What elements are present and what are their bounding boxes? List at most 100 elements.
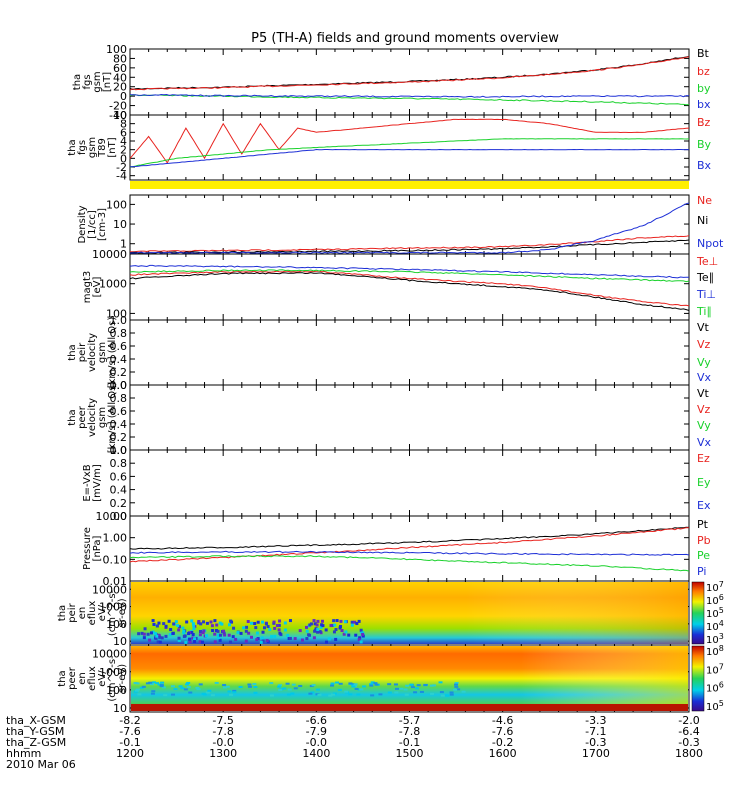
panel2-ytick-label: 6 <box>120 126 127 139</box>
panel2-ytick-label: -4 <box>116 170 127 183</box>
panel9-speckle <box>288 619 292 623</box>
panel9-speckle <box>188 640 192 644</box>
panel10-speckle <box>453 688 458 691</box>
panel9-speckle <box>168 633 172 637</box>
panel9-speckle <box>155 634 159 638</box>
panel9-speckle <box>193 637 197 641</box>
panel10-speckle <box>159 685 164 688</box>
panel10-speckle <box>419 690 424 693</box>
panel8-series-1 <box>129 527 690 563</box>
panel10-speckle <box>227 690 232 693</box>
panel9-speckle <box>277 628 281 632</box>
panel3-ytick-label: 100 <box>106 198 127 211</box>
panel10-speckle <box>252 683 257 686</box>
panel10-speckle <box>133 682 138 685</box>
panel1-ytick-label: 20 <box>113 81 127 94</box>
panel10-speckle <box>148 681 153 684</box>
panel10-speckle <box>370 694 375 697</box>
panel9-speckle <box>254 626 258 630</box>
panel10-speckle <box>149 683 154 686</box>
panel9-speckle <box>191 636 195 640</box>
panel9-colorbar-tick: 103 <box>706 632 724 646</box>
panel4-ytick-label: 100 <box>106 307 127 320</box>
panel10-speckle <box>362 685 367 688</box>
panel10-speckle <box>247 685 252 688</box>
panel6-ylabel-line: [km/s] (All Qs) <box>107 382 118 454</box>
panel10-speckle <box>137 693 142 696</box>
panel10-speckle <box>330 684 335 687</box>
panel7-ytick-label: 0.6 <box>110 470 128 483</box>
panel10-speckle <box>222 686 227 689</box>
panel9-speckle <box>316 630 320 634</box>
panel10-speckle <box>404 693 409 696</box>
panel9-speckle <box>339 625 343 629</box>
panel9-speckle <box>190 619 194 623</box>
panel10-speckle <box>456 688 461 691</box>
panel9-speckle <box>250 621 254 625</box>
panel9-ytick-label: 1000 <box>99 601 127 614</box>
panel7-ytick-label: 0.4 <box>110 484 128 497</box>
panel1-legend-3: bx <box>697 98 711 111</box>
panel9-speckle <box>361 632 365 636</box>
panel3-ytick-label: 10 <box>113 218 127 231</box>
panel6-legend-1: Vz <box>697 403 711 416</box>
panel9-speckle <box>160 636 164 640</box>
panel5-legend-0: Vt <box>697 321 710 334</box>
panel5-ytick-label: 0.4 <box>110 353 128 366</box>
panel7-ylabel-line: E=-VxB <box>82 464 93 501</box>
panel9-speckle <box>187 632 191 636</box>
panel9-speckle <box>202 620 206 624</box>
panel9-speckle <box>177 638 181 642</box>
panel9-speckle <box>305 637 309 641</box>
panel10-speckle <box>337 688 342 691</box>
panel9-colorbar-tick: 107 <box>706 580 724 594</box>
panel10-speckle <box>348 693 353 696</box>
panel6-legend-0: Vt <box>697 387 710 400</box>
panel10-speckle <box>293 687 298 690</box>
panel3-ylabel-line: Density <box>77 205 88 243</box>
panel9-speckle <box>332 619 336 623</box>
panel9-speckle <box>209 620 213 624</box>
panel10-speckle <box>157 683 162 686</box>
panel10-speckle <box>413 691 418 694</box>
panel1-legend-0: Bt <box>697 47 710 60</box>
panel9-speckle <box>353 620 357 624</box>
panel6-ytick-label: 0.0 <box>110 444 128 457</box>
xaxis-value: -7.6 <box>492 725 513 738</box>
panel9-speckle <box>222 631 226 635</box>
panel10-speckle <box>198 683 203 686</box>
panel8-ytick-label: 0.01 <box>103 575 128 588</box>
panel8-series-3 <box>129 550 690 556</box>
xaxis-value: -7.1 <box>585 725 606 738</box>
panel9-speckle <box>312 619 316 623</box>
panel9-speckle <box>256 620 260 624</box>
panel9-speckle <box>198 629 202 633</box>
panel9-speckle <box>265 639 269 643</box>
panel7-ytick-label: 0.0 <box>110 510 128 523</box>
panel9-speckle <box>200 640 204 644</box>
panel9-ylabel-line: sr-eV) <box>117 598 128 627</box>
panel9-speckle <box>198 640 202 644</box>
xaxis-date: 2010 Mar 06 <box>6 758 76 771</box>
panel10-speckle <box>232 691 237 694</box>
panel9-speckle <box>202 629 206 633</box>
panel10-speckle <box>151 681 156 684</box>
panel9-speckle <box>148 638 152 642</box>
panel9-speckle <box>245 625 249 629</box>
panel9-speckle <box>316 627 320 631</box>
panel9-speckle <box>153 632 157 636</box>
panel10-speckle <box>201 692 206 695</box>
panel10-speckle <box>454 685 459 688</box>
panel9-speckle <box>216 633 220 637</box>
panel9-speckle <box>312 636 316 640</box>
panel10-speckle <box>253 685 258 688</box>
panel1-ytick-label: 40 <box>113 71 127 84</box>
panel1-legend-2: by <box>697 82 711 95</box>
panel10-ytick-label: 10000 <box>92 648 127 661</box>
panel10-colorbar-tick: 106 <box>706 681 724 695</box>
panel10-speckle <box>410 686 415 689</box>
xaxis-value: 1800 <box>675 747 703 760</box>
panel9-speckle <box>220 622 224 626</box>
panel8-legend-2: Pe <box>697 549 710 562</box>
